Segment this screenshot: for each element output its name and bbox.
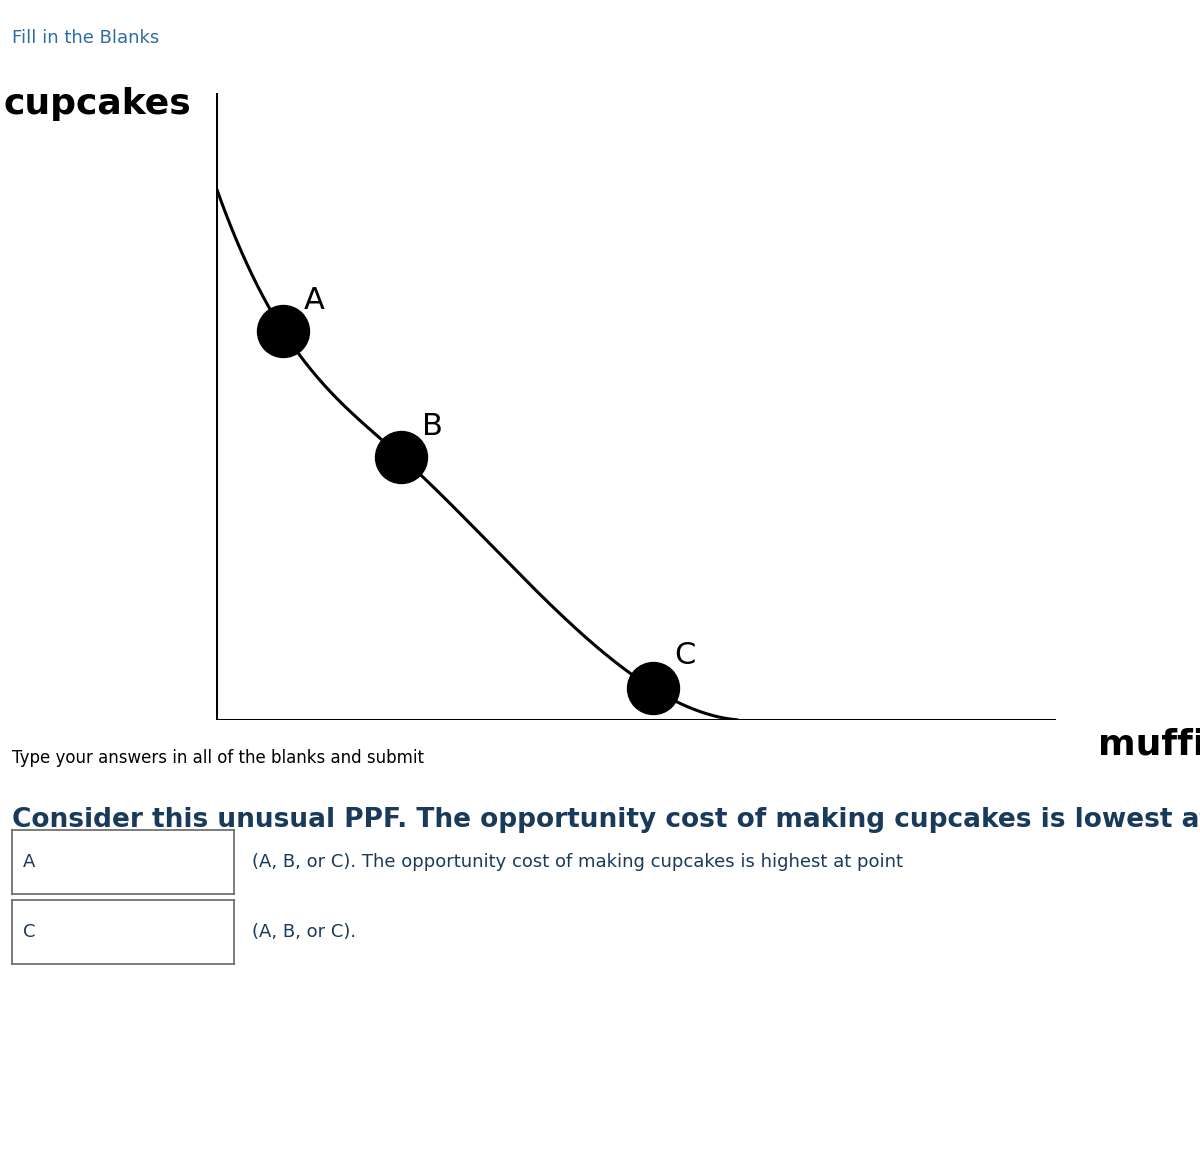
Text: cupcakes: cupcakes xyxy=(4,87,191,121)
Text: C: C xyxy=(674,641,695,670)
Text: A: A xyxy=(305,287,325,316)
Text: C: C xyxy=(23,923,36,940)
Point xyxy=(274,322,293,340)
Text: B: B xyxy=(422,412,443,441)
Point xyxy=(643,679,662,698)
Text: A: A xyxy=(23,853,36,871)
Text: Fill in the Blanks: Fill in the Blanks xyxy=(12,29,160,48)
Text: (A, B, or C).: (A, B, or C). xyxy=(252,923,356,940)
Text: (A, B, or C). The opportunity cost of making cupcakes is highest at point: (A, B, or C). The opportunity cost of ma… xyxy=(252,853,904,871)
Text: muffins: muffins xyxy=(1098,728,1200,762)
Text: Type your answers in all of the blanks and submit: Type your answers in all of the blanks a… xyxy=(12,749,424,767)
Text: Consider this unusual PPF. The opportunity cost of making cupcakes is lowest at : Consider this unusual PPF. The opportuni… xyxy=(12,807,1200,832)
Point xyxy=(391,447,410,466)
